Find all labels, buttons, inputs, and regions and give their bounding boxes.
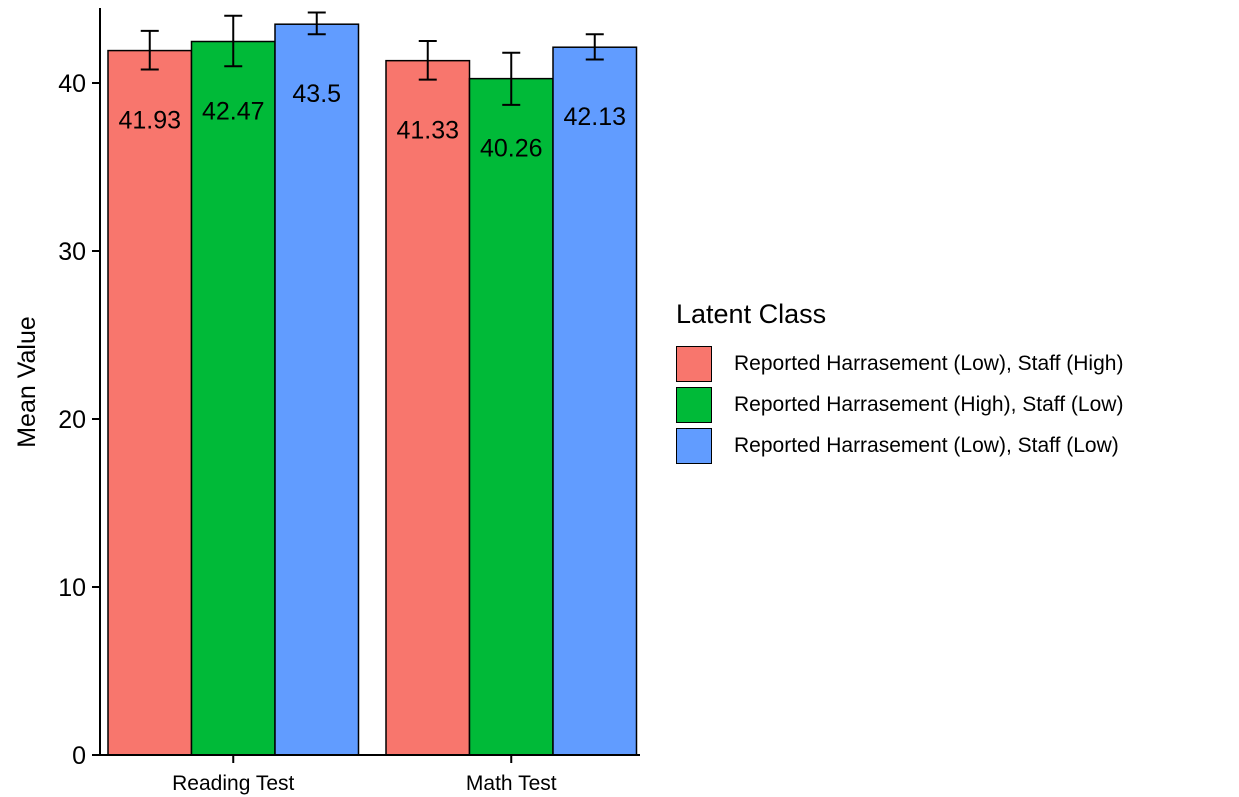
- value-label-3-2: 42.13: [563, 103, 626, 131]
- bar-2-2: [468, 77, 554, 756]
- value-label-2-1: 42.47: [202, 98, 265, 126]
- x-tick-label-0: Reading Test: [172, 772, 294, 795]
- legend-label-2: Reported Harrasement (High), Staff (Low): [734, 392, 1124, 416]
- value-label-3-1: 43.5: [292, 80, 341, 108]
- plot-area: 41.93 42.47 43.5 41.33 40.26 42.13: [107, 11, 638, 756]
- value-label-2-2: 40.26: [480, 135, 543, 163]
- bar-3-2: [552, 46, 638, 756]
- legend-item-1: Reported Harrasement (Low), Staff (High): [676, 343, 1236, 384]
- y-tick-label-4: 40: [58, 70, 86, 98]
- axes: 0 10 20 30 40 Reading Test Math Test: [58, 70, 557, 795]
- legend-label-3: Reported Harrasement (Low), Staff (Low): [734, 433, 1119, 457]
- legend-key-3: [676, 427, 712, 464]
- y-tick-label-0: 0: [72, 742, 86, 770]
- value-label-1-1: 41.93: [118, 107, 181, 135]
- y-tick-label-3: 30: [58, 238, 86, 266]
- y-tick-label-2: 20: [58, 406, 86, 434]
- legend: Latent Class Reported Harrasement (Low),…: [676, 296, 1236, 466]
- legend-key-1: [676, 345, 712, 382]
- bar-3-1: [274, 23, 360, 756]
- y-axis-title: Mean Value: [13, 316, 41, 448]
- bar-2-1: [190, 40, 276, 756]
- x-tick-label-1: Math Test: [466, 772, 557, 795]
- value-label-1-2: 41.33: [396, 117, 459, 145]
- y-tick-label-1: 10: [58, 574, 86, 602]
- bar-1-2: [385, 59, 471, 756]
- legend-item-2: Reported Harrasement (High), Staff (Low): [676, 384, 1236, 425]
- legend-item-3: Reported Harrasement (Low), Staff (Low): [676, 425, 1236, 466]
- legend-label-1: Reported Harrasement (Low), Staff (High): [734, 351, 1124, 375]
- legend-title: Latent Class: [676, 299, 827, 329]
- legend-key-2: [676, 386, 712, 423]
- bar-1-1: [107, 49, 193, 756]
